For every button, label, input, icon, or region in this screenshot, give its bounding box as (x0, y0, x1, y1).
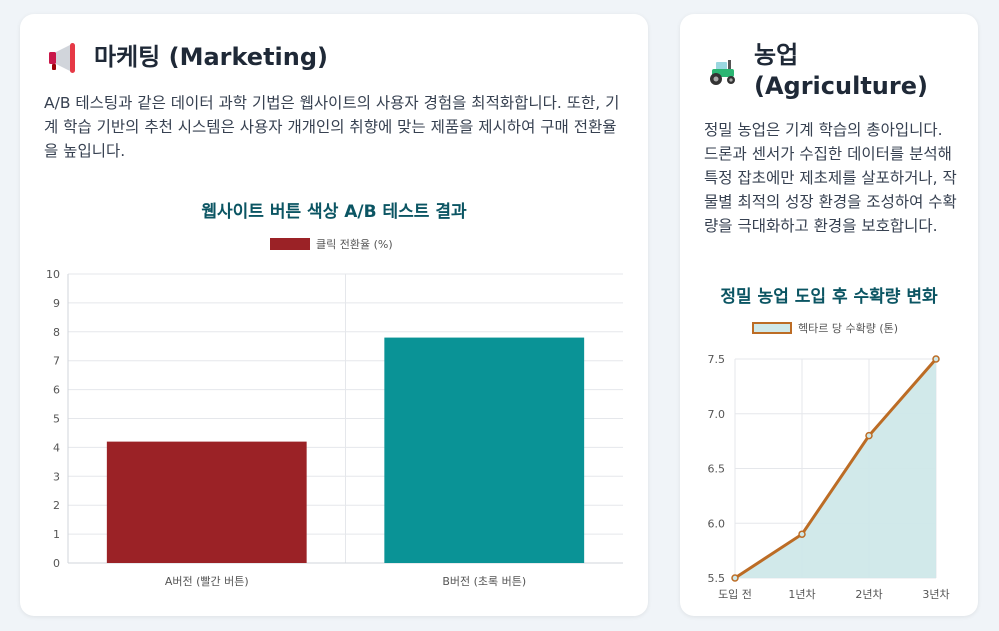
ab-y-tick-label: 7 (53, 355, 60, 368)
yield-area-fill (735, 359, 936, 578)
yield-legend-label: 헥타르 당 수확량 (톤) (798, 322, 899, 335)
ab-x-tick-label: A버전 (빨간 버튼) (165, 575, 249, 588)
ab-chart-legend: 클릭 전환율 (%) (270, 236, 393, 252)
ab-y-tick-label: 10 (46, 268, 60, 281)
yield-chart-title: 정밀 농업 도입 후 수확량 변화 (720, 287, 938, 307)
yield-point-1 (798, 530, 806, 538)
yield-point-0 (731, 574, 739, 582)
yield-point-2 (865, 431, 873, 440)
marketing-header: 마케팅 (Marketing) (46, 40, 328, 74)
yield-y-tick-label: 7.5 (708, 353, 726, 366)
ab-y-tick-label: 6 (53, 384, 60, 397)
ab-y-tick-label: 1 (53, 528, 60, 541)
marketing-description: A/B 테스팅과 같은 데이터 과학 기법은 웹사이트의 사용자 경험을 최적화… (44, 94, 620, 160)
ab-bar-0 (106, 441, 307, 563)
marketing-title: 마케팅 (Marketing) (94, 42, 329, 71)
ab-y-tick-label: 9 (53, 297, 60, 310)
megaphone-icon (49, 43, 75, 73)
ab-y-tick-label: 2 (53, 499, 60, 512)
yield-x-tick-label: 도입 전 (718, 588, 752, 601)
yield-series-line (734, 358, 938, 580)
ab-x-tick-label: B버전 (초록 버튼) (442, 575, 526, 588)
yield-y-tick-label: 6.5 (708, 463, 726, 476)
ab-test-chart: 0 1 2 3 4 5 6 7 8 9 10 A버전 (빨간 버튼) B버전 (초록 버튼) (46, 268, 623, 588)
marketing-card: 마케팅 (Marketing) A/B 테스팅과 같은 데이터 과학 기법은 웹… (20, 14, 648, 616)
yield-x-tick-label: 3년차 (922, 588, 949, 601)
agriculture-card: 농업 (Agriculture) 정밀 농업은 기계 학습의 총아입니다. 드론… (680, 14, 978, 616)
yield-y-tick-label: 5.5 (708, 572, 726, 585)
ab-y-tick-label: 5 (53, 413, 60, 426)
yield-x-tick-label: 1년차 (788, 588, 815, 601)
ab-legend-label: 클릭 전환율 (%) (316, 238, 393, 251)
agriculture-title-line1: 농업 (754, 41, 799, 69)
yield-x-tick-label: 2년차 (855, 588, 882, 601)
ab-y-tick-label: 4 (53, 441, 60, 454)
ab-y-tick-label: 8 (53, 326, 60, 339)
yield-y-tick-label: 7.0 (708, 408, 726, 421)
yield-y-tick-label: 6.0 (708, 517, 726, 530)
tractor-icon (710, 60, 735, 85)
ab-legend-swatch (270, 238, 310, 250)
agriculture-title-line2: (Agriculture) (754, 72, 928, 100)
yield-chart-legend: 헥타르 당 수확량 (톤) (752, 320, 898, 336)
yield-legend-swatch (752, 322, 792, 334)
agriculture-header: 농업 (Agriculture) (706, 40, 928, 102)
agriculture-description: 정밀 농업은 기계 학습의 총아입니다. 드론과 센서가 수집한 데이터를 분석… (704, 121, 957, 235)
yield-point-3 (932, 355, 940, 363)
ab-y-tick-label: 3 (53, 470, 60, 483)
ab-y-tick-label: 0 (53, 557, 60, 570)
ab-bar-1 (384, 337, 585, 563)
ab-chart-title: 웹사이트 버튼 색상 A/B 테스트 결과 (201, 202, 467, 222)
yield-chart: 5.5 6.0 6.5 7.0 7.5 도입 전 1년차 2년차 3년차 (708, 353, 950, 601)
